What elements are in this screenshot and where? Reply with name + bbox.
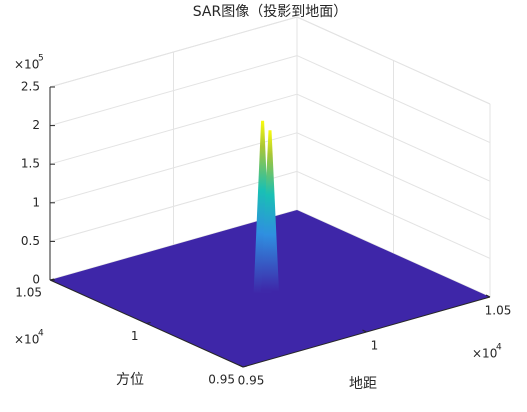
x-exponent: ×104	[472, 343, 502, 361]
y-exponent-power: 4	[38, 329, 44, 339]
x-exponent-power: 4	[496, 343, 502, 353]
z-exponent-base: ×10	[14, 58, 39, 72]
z-tick-label: 0	[32, 273, 40, 287]
x-tick	[485, 294, 491, 298]
y-exponent-base: ×10	[14, 333, 39, 347]
z-exponent-power: 5	[38, 54, 44, 64]
y-exponent: ×104	[14, 329, 44, 347]
y-tick	[146, 322, 151, 324]
y-tick	[49, 278, 55, 281]
peak	[261, 130, 279, 292]
z-tick-label: 2	[32, 118, 40, 132]
y-tick-label: 1.05	[15, 286, 42, 300]
x-exponent-base: ×10	[472, 347, 497, 361]
x-tick-label: 1.05	[485, 304, 512, 318]
chart-title: SAR图像（投影到地面）	[193, 4, 347, 20]
z-tick-label: 1.5	[21, 157, 40, 171]
x-tick-label: 0.95	[238, 374, 265, 388]
z-tick-label: 0.5	[21, 234, 40, 248]
z-tick-label: 2.5	[21, 80, 40, 94]
y-tick-label: 1	[131, 329, 139, 343]
x-axis-label: 地距	[349, 376, 377, 392]
x-tick-label: 1	[371, 339, 379, 353]
z-tick-label: 1	[32, 195, 40, 209]
y-tick	[242, 365, 248, 368]
x-tick	[362, 329, 367, 333]
y-tick-label: 0.95	[208, 373, 235, 387]
x-tick	[238, 364, 244, 368]
y-axis-label: 方位	[116, 372, 144, 388]
z-exponent: ×105	[14, 54, 44, 72]
